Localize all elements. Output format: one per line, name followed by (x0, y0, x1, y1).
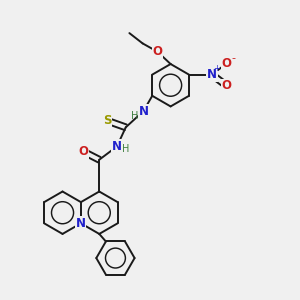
Text: H: H (122, 144, 129, 154)
Text: N: N (207, 68, 217, 81)
Text: S: S (103, 114, 112, 127)
Text: N: N (76, 217, 86, 230)
Text: O: O (222, 57, 232, 70)
Text: N: N (138, 105, 148, 118)
Text: +: + (214, 64, 220, 73)
Text: -: - (231, 53, 235, 63)
Text: O: O (78, 145, 88, 158)
Text: H: H (131, 111, 139, 122)
Text: N: N (112, 140, 122, 153)
Text: O: O (222, 79, 232, 92)
Text: O: O (152, 45, 162, 58)
